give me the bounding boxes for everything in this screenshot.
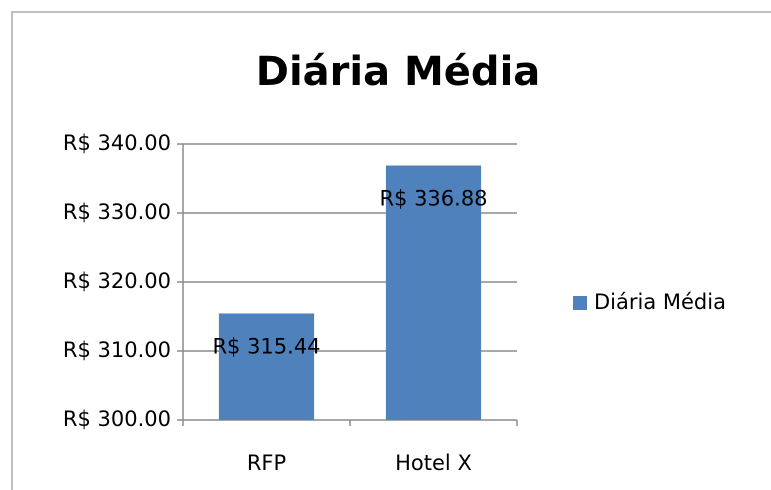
y-tick-label: R$ 320.00 — [63, 269, 171, 293]
data-label: R$ 315.44 — [212, 334, 320, 358]
bar — [385, 165, 482, 420]
legend-label: Diária Média — [594, 290, 726, 314]
bar — [218, 313, 315, 420]
x-tick-label: RFP — [247, 451, 286, 475]
y-tick-label: R$ 330.00 — [63, 200, 171, 224]
x-tick-label: Hotel X — [395, 451, 472, 475]
legend-swatch — [573, 296, 587, 310]
data-label: R$ 336.88 — [379, 187, 487, 211]
chart-title: Diária Média — [256, 49, 541, 95]
y-tick-label: R$ 310.00 — [63, 338, 171, 362]
y-tick-label: R$ 340.00 — [63, 131, 171, 155]
y-tick-label: R$ 300.00 — [63, 407, 171, 431]
